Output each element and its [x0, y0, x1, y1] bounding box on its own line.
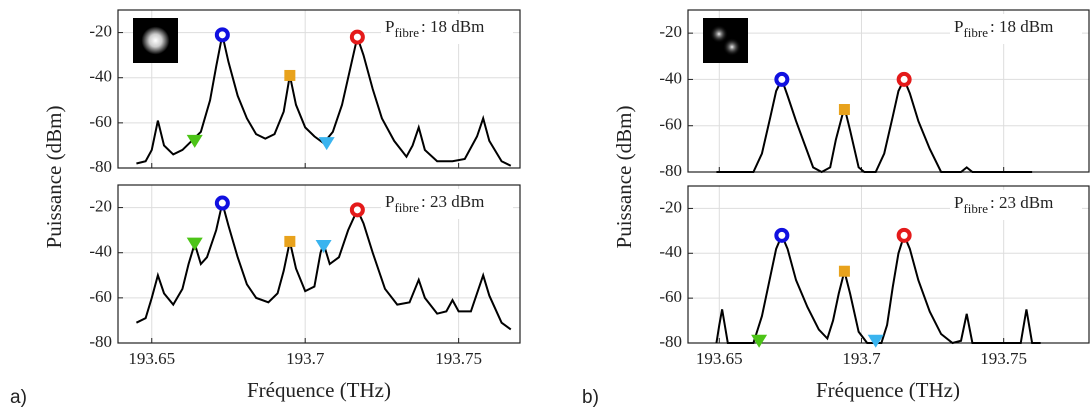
annotation-symbol: P	[385, 17, 394, 36]
annotation: Pfibre: 18 dBm	[954, 17, 1053, 40]
marker-triangle	[186, 134, 203, 148]
x-tick-label: 193.7	[286, 349, 325, 368]
annotation-bg	[381, 14, 513, 44]
y-axis-label: Puissance (dBm)	[612, 106, 636, 249]
marker-square	[284, 235, 296, 247]
y-tick-label: -80	[659, 332, 682, 351]
annotation-subscript: fibre	[394, 200, 419, 215]
x-tick-label: 193.7	[842, 349, 881, 368]
y-tick-label: -80	[89, 157, 112, 176]
annotation-bg	[381, 189, 513, 219]
spectrum-line	[135, 202, 512, 331]
marker-circle	[214, 195, 230, 211]
marker-circle	[896, 227, 912, 243]
y-tick-label: -60	[659, 287, 682, 306]
annotation-bg	[950, 190, 1082, 220]
annotation-symbol: P	[954, 17, 963, 36]
axes-frame	[117, 184, 521, 344]
y-tick-label: -40	[659, 242, 682, 261]
marker-square	[838, 104, 850, 116]
axes-frame	[687, 9, 1090, 173]
y-tick-label: -60	[659, 115, 682, 134]
x-axis-label: Fréquence (THz)	[816, 378, 960, 402]
axes-frame	[117, 9, 521, 169]
marker-circle	[774, 227, 790, 243]
marker-triangle	[318, 137, 335, 151]
annotation-value: : 18 dBm	[990, 17, 1053, 36]
marker-circle	[349, 202, 365, 218]
spectrum-line	[136, 33, 512, 167]
axes-frame	[687, 185, 1090, 344]
annotation-symbol: P	[385, 192, 394, 211]
marker-triangle	[867, 334, 884, 348]
spectrum-line	[715, 232, 1041, 345]
annotation: Pfibre: 18 dBm	[385, 17, 484, 40]
y-tick-label: -20	[89, 196, 112, 215]
marker-circle	[774, 71, 790, 87]
x-tick-label: 193.75	[980, 349, 1027, 368]
y-tick-label: -40	[89, 242, 112, 261]
annotation-value: : 18 dBm	[421, 17, 484, 36]
marker-circle	[214, 27, 230, 43]
annotation-subscript: fibre	[963, 201, 988, 216]
annotation: Pfibre: 23 dBm	[385, 192, 484, 215]
marker-triangle	[186, 237, 203, 251]
marker-square	[284, 69, 296, 81]
y-axis-label: Puissance (dBm)	[42, 106, 66, 249]
marker-circle	[349, 29, 365, 45]
y-tick-label: -60	[89, 287, 112, 306]
panel-label: a)	[10, 387, 27, 408]
y-tick-label: -60	[89, 112, 112, 131]
annotation-subscript: fibre	[963, 25, 988, 40]
inset-a	[133, 18, 178, 63]
y-tick-label: -20	[89, 21, 112, 40]
annotation-value: : 23 dBm	[990, 193, 1053, 212]
x-tick-label: 193.65	[696, 349, 743, 368]
annotation-value: : 23 dBm	[421, 192, 484, 211]
panel-label: b)	[582, 387, 599, 408]
annotation-subscript: fibre	[394, 25, 419, 40]
y-tick-label: -80	[659, 161, 682, 180]
marker-triangle	[315, 239, 332, 253]
y-tick-label: -20	[659, 22, 682, 41]
x-tick-label: 193.75	[435, 349, 482, 368]
annotation-symbol: P	[954, 193, 963, 212]
x-tick-label: 193.65	[128, 349, 175, 368]
y-tick-label: -40	[89, 67, 112, 86]
y-tick-label: -20	[659, 197, 682, 216]
annotation: Pfibre: 23 dBm	[954, 193, 1053, 216]
marker-circle	[896, 71, 912, 87]
y-tick-label: -40	[659, 68, 682, 87]
marker-triangle	[751, 334, 768, 348]
plots: -80-60-40-20 Pfibre: 18 dBm-80-60-40-2019…	[89, 9, 1090, 368]
y-tick-label: -80	[89, 332, 112, 351]
annotation-bg	[950, 14, 1082, 44]
inset-b	[703, 18, 748, 63]
marker-square	[838, 265, 850, 277]
x-axis-label: Fréquence (THz)	[247, 378, 391, 402]
